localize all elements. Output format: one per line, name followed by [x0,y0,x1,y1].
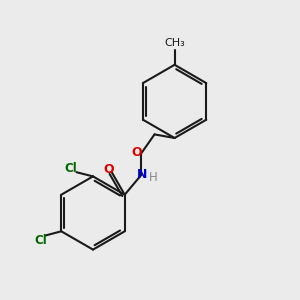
Text: H: H [149,171,158,184]
Text: CH₃: CH₃ [164,38,185,48]
Text: N: N [136,168,147,181]
Text: O: O [103,163,114,176]
Text: O: O [132,146,142,159]
Text: Cl: Cl [64,161,77,175]
Text: Cl: Cl [34,234,47,247]
